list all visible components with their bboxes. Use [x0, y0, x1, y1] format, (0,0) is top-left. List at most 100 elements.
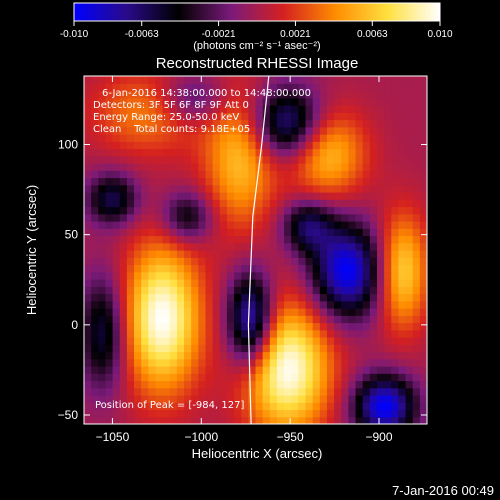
heatmap-cell [119, 134, 128, 142]
heatmap-cell [184, 163, 192, 171]
heatmap-cell [148, 409, 157, 418]
heatmap-cell [298, 250, 307, 258]
heatmap-cell [191, 192, 199, 200]
heatmap-cell [141, 366, 149, 374]
heatmap-cell [234, 286, 242, 295]
heatmap-cell [412, 366, 421, 374]
heatmap-cell [334, 286, 342, 295]
heatmap-cell [255, 235, 264, 244]
heatmap-cell [212, 148, 221, 157]
heatmap-cell [191, 344, 199, 353]
heatmap-cell [269, 192, 278, 200]
heatmap-cell [284, 380, 292, 389]
heatmap-cell [391, 83, 400, 92]
heatmap-cell [412, 105, 421, 113]
heatmap-cell [405, 97, 414, 106]
heatmap-cell [305, 221, 314, 229]
heatmap-cell [326, 293, 335, 302]
heatmap-cell [234, 402, 242, 411]
heatmap-cell [348, 213, 357, 222]
heatmap-cell [326, 387, 335, 396]
heatmap-cell [148, 257, 157, 266]
heatmap-cell [212, 315, 221, 324]
heatmap-cell [176, 329, 185, 338]
heatmap-cell [155, 271, 164, 280]
heatmap-cell [112, 235, 121, 244]
heatmap-cell [134, 206, 142, 215]
heatmap-cell [369, 112, 378, 121]
heatmap-cell [91, 387, 99, 396]
heatmap-cell [198, 155, 207, 164]
heatmap-cell [269, 416, 278, 424]
heatmap-cell [198, 192, 207, 200]
heatmap-cell [198, 206, 207, 215]
heatmap-cell [162, 170, 171, 179]
heatmap-cell [334, 402, 342, 411]
heatmap-cell [255, 105, 264, 113]
heatmap-cell [298, 177, 307, 186]
heatmap-cell [91, 199, 99, 208]
heatmap-cell [326, 300, 335, 309]
heatmap-cell [284, 373, 292, 382]
heatmap-cell [305, 170, 314, 179]
heatmap-cell [205, 402, 214, 411]
heatmap-cell [176, 235, 185, 244]
heatmap-cell [126, 134, 135, 142]
heatmap-cell [305, 366, 314, 374]
heatmap-cell [162, 279, 171, 287]
heatmap-cell [162, 155, 171, 164]
heatmap-cell [205, 170, 214, 179]
heatmap-cell [91, 264, 99, 273]
heatmap-cell [105, 126, 114, 135]
heatmap-cell [212, 416, 221, 424]
heatmap-cell [98, 155, 107, 164]
heatmap-cell [341, 199, 349, 208]
heatmap-cell [91, 112, 99, 121]
heatmap-cell [241, 155, 249, 164]
heatmap-cell [391, 264, 400, 273]
heatmap-cell [355, 271, 364, 280]
heatmap-cell [148, 105, 157, 113]
heatmap-cell [391, 148, 400, 157]
heatmap-cell [176, 177, 185, 186]
heatmap-cell [184, 119, 192, 128]
heatmap-cell [141, 395, 149, 403]
heatmap-cell [84, 199, 92, 208]
heatmap-cell [198, 112, 207, 121]
heatmap-cell [148, 97, 157, 106]
heatmap-cell [98, 206, 107, 215]
heatmap-cell [305, 409, 314, 418]
heatmap-cell [348, 177, 357, 186]
heatmap-cell [391, 141, 400, 150]
heatmap-cell [305, 199, 314, 208]
heatmap-cell [112, 228, 121, 237]
heatmap-cell [419, 366, 427, 374]
heatmap-cell [362, 199, 371, 208]
heatmap-cell [162, 351, 171, 360]
heatmap-cell [341, 83, 349, 92]
heatmap-cell [412, 170, 421, 179]
heatmap-cell [126, 192, 135, 200]
heatmap-cell [219, 126, 228, 135]
heatmap-cell [126, 366, 135, 374]
heatmap-cell [412, 373, 421, 382]
heatmap-cell [355, 148, 364, 157]
heatmap-cell [262, 242, 271, 251]
heatmap-cell [198, 228, 207, 237]
heatmap-cell [255, 293, 264, 302]
heatmap-cell [98, 322, 107, 331]
heatmap-cell [191, 177, 199, 186]
heatmap-cell [226, 213, 235, 222]
heatmap-cell [219, 199, 228, 208]
heatmap-cell [176, 380, 185, 389]
heatmap-cell [262, 409, 271, 418]
heatmap-cell [119, 177, 128, 186]
heatmap-cell [384, 373, 392, 382]
heatmap-cell [269, 250, 278, 258]
heatmap-cell [312, 351, 321, 360]
heatmap-cell [134, 76, 142, 84]
heatmap-cell [98, 105, 107, 113]
heatmap-cell [312, 177, 321, 186]
heatmap-cell [276, 402, 285, 411]
heatmap-cell [162, 163, 171, 171]
